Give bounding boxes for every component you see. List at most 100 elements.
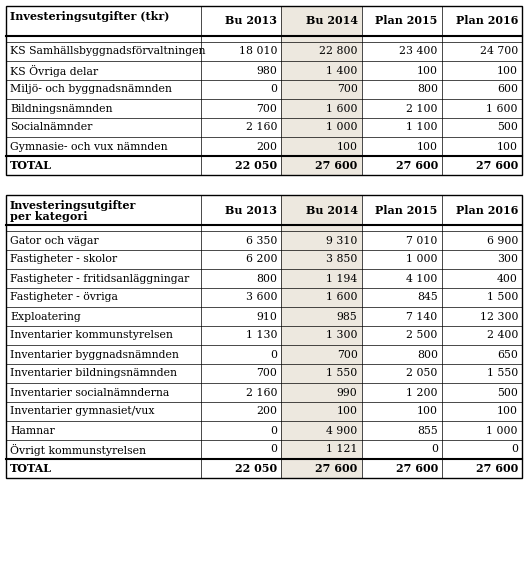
Text: 1 194: 1 194: [326, 274, 357, 283]
Text: KS Övriga delar: KS Övriga delar: [10, 65, 98, 77]
Text: 27 600: 27 600: [395, 160, 438, 171]
Text: Plan 2016: Plan 2016: [456, 204, 518, 215]
Text: Bu 2013: Bu 2013: [225, 204, 277, 215]
Text: 800: 800: [417, 85, 438, 94]
Text: TOTAL: TOTAL: [10, 160, 52, 171]
Text: 2 400: 2 400: [487, 331, 518, 340]
Text: 1 200: 1 200: [406, 388, 438, 397]
Text: 1 000: 1 000: [486, 425, 518, 436]
Text: 18 010: 18 010: [239, 46, 277, 57]
Text: 27 600: 27 600: [476, 160, 518, 171]
Text: 0: 0: [511, 444, 518, 455]
Text: Bildningsnämnden: Bildningsnämnden: [10, 103, 112, 114]
Text: Investeringsutgifter: Investeringsutgifter: [10, 200, 136, 211]
Text: 1 600: 1 600: [326, 292, 357, 303]
Text: Inventarier bildningsnämnden: Inventarier bildningsnämnden: [10, 368, 177, 379]
Text: 1 100: 1 100: [406, 123, 438, 132]
Text: Bu 2014: Bu 2014: [306, 204, 357, 215]
Text: Inventarier gymnasiet/vux: Inventarier gymnasiet/vux: [10, 407, 155, 416]
Text: 300: 300: [497, 255, 518, 264]
Text: 9 310: 9 310: [326, 235, 357, 246]
Text: 500: 500: [497, 123, 518, 132]
Text: 7 010: 7 010: [407, 235, 438, 246]
Text: 27 600: 27 600: [476, 463, 518, 474]
Text: 100: 100: [497, 407, 518, 416]
Text: Miljö- och byggnadsnämnden: Miljö- och byggnadsnämnden: [10, 85, 172, 94]
Text: 100: 100: [417, 66, 438, 75]
Text: 3 600: 3 600: [246, 292, 277, 303]
Text: 1 121: 1 121: [326, 444, 357, 455]
Text: Fastigheter - övriga: Fastigheter - övriga: [10, 292, 118, 303]
Text: 200: 200: [256, 407, 277, 416]
Text: 1 550: 1 550: [326, 368, 357, 379]
Text: 0: 0: [270, 425, 277, 436]
Text: 700: 700: [337, 349, 357, 360]
Text: 0: 0: [270, 85, 277, 94]
Text: Hamnar: Hamnar: [10, 425, 55, 436]
Text: Socialnämnder: Socialnämnder: [10, 123, 92, 132]
Text: Inventarier socialnämnderna: Inventarier socialnämnderna: [10, 388, 169, 397]
Text: Investeringsutgifter (tkr): Investeringsutgifter (tkr): [10, 10, 169, 22]
Text: 650: 650: [497, 349, 518, 360]
Text: 3 850: 3 850: [326, 255, 357, 264]
Text: 4 900: 4 900: [326, 425, 357, 436]
Text: 7 140: 7 140: [407, 312, 438, 321]
Text: 22 800: 22 800: [319, 46, 357, 57]
Text: 2 050: 2 050: [407, 368, 438, 379]
Text: 100: 100: [336, 142, 357, 151]
Text: 1 600: 1 600: [326, 103, 357, 114]
Text: 6 900: 6 900: [487, 235, 518, 246]
Text: 700: 700: [257, 103, 277, 114]
Text: 600: 600: [497, 85, 518, 94]
Text: 27 600: 27 600: [315, 463, 357, 474]
Text: 4 100: 4 100: [407, 274, 438, 283]
Text: Plan 2016: Plan 2016: [456, 15, 518, 26]
Text: Plan 2015: Plan 2015: [375, 15, 438, 26]
Text: 700: 700: [257, 368, 277, 379]
Text: 0: 0: [270, 444, 277, 455]
Text: 27 600: 27 600: [395, 463, 438, 474]
Text: Fastigheter - fritidsanläggningar: Fastigheter - fritidsanläggningar: [10, 274, 189, 283]
Text: Inventarier kommunstyrelsen: Inventarier kommunstyrelsen: [10, 331, 173, 340]
Text: 23 400: 23 400: [399, 46, 438, 57]
Text: 800: 800: [417, 349, 438, 360]
Bar: [6, 6, 522, 175]
Text: 1 000: 1 000: [326, 123, 357, 132]
Text: 24 700: 24 700: [480, 46, 518, 57]
Text: TOTAL: TOTAL: [10, 463, 52, 474]
Text: Gymnasie- och vux nämnden: Gymnasie- och vux nämnden: [10, 142, 167, 151]
Text: 1 500: 1 500: [487, 292, 518, 303]
Text: 27 600: 27 600: [315, 160, 357, 171]
Text: 6 200: 6 200: [246, 255, 277, 264]
Text: 910: 910: [257, 312, 277, 321]
Text: 100: 100: [417, 407, 438, 416]
Text: 100: 100: [497, 142, 518, 151]
Text: per kategori: per kategori: [10, 211, 88, 222]
Bar: [281, 6, 362, 175]
Text: 12 300: 12 300: [479, 312, 518, 321]
Text: Bu 2013: Bu 2013: [225, 15, 277, 26]
Bar: [281, 195, 362, 478]
Text: 100: 100: [497, 66, 518, 75]
Text: Inventarier byggnadsnämnden: Inventarier byggnadsnämnden: [10, 349, 179, 360]
Text: 22 050: 22 050: [235, 160, 277, 171]
Text: 985: 985: [337, 312, 357, 321]
Text: 990: 990: [337, 388, 357, 397]
Text: Gator och vägar: Gator och vägar: [10, 235, 99, 246]
Text: 1 130: 1 130: [246, 331, 277, 340]
Text: Exploatering: Exploatering: [10, 312, 81, 321]
Text: 2 160: 2 160: [246, 123, 277, 132]
Text: 980: 980: [257, 66, 277, 75]
Text: 845: 845: [417, 292, 438, 303]
Bar: [6, 195, 522, 478]
Text: 500: 500: [497, 388, 518, 397]
Text: 1 400: 1 400: [326, 66, 357, 75]
Text: Plan 2015: Plan 2015: [375, 204, 438, 215]
Text: Bu 2014: Bu 2014: [306, 15, 357, 26]
Text: 100: 100: [417, 142, 438, 151]
Text: 800: 800: [256, 274, 277, 283]
Text: 0: 0: [431, 444, 438, 455]
Text: 100: 100: [336, 407, 357, 416]
Text: 2 500: 2 500: [407, 331, 438, 340]
Text: 1 300: 1 300: [326, 331, 357, 340]
